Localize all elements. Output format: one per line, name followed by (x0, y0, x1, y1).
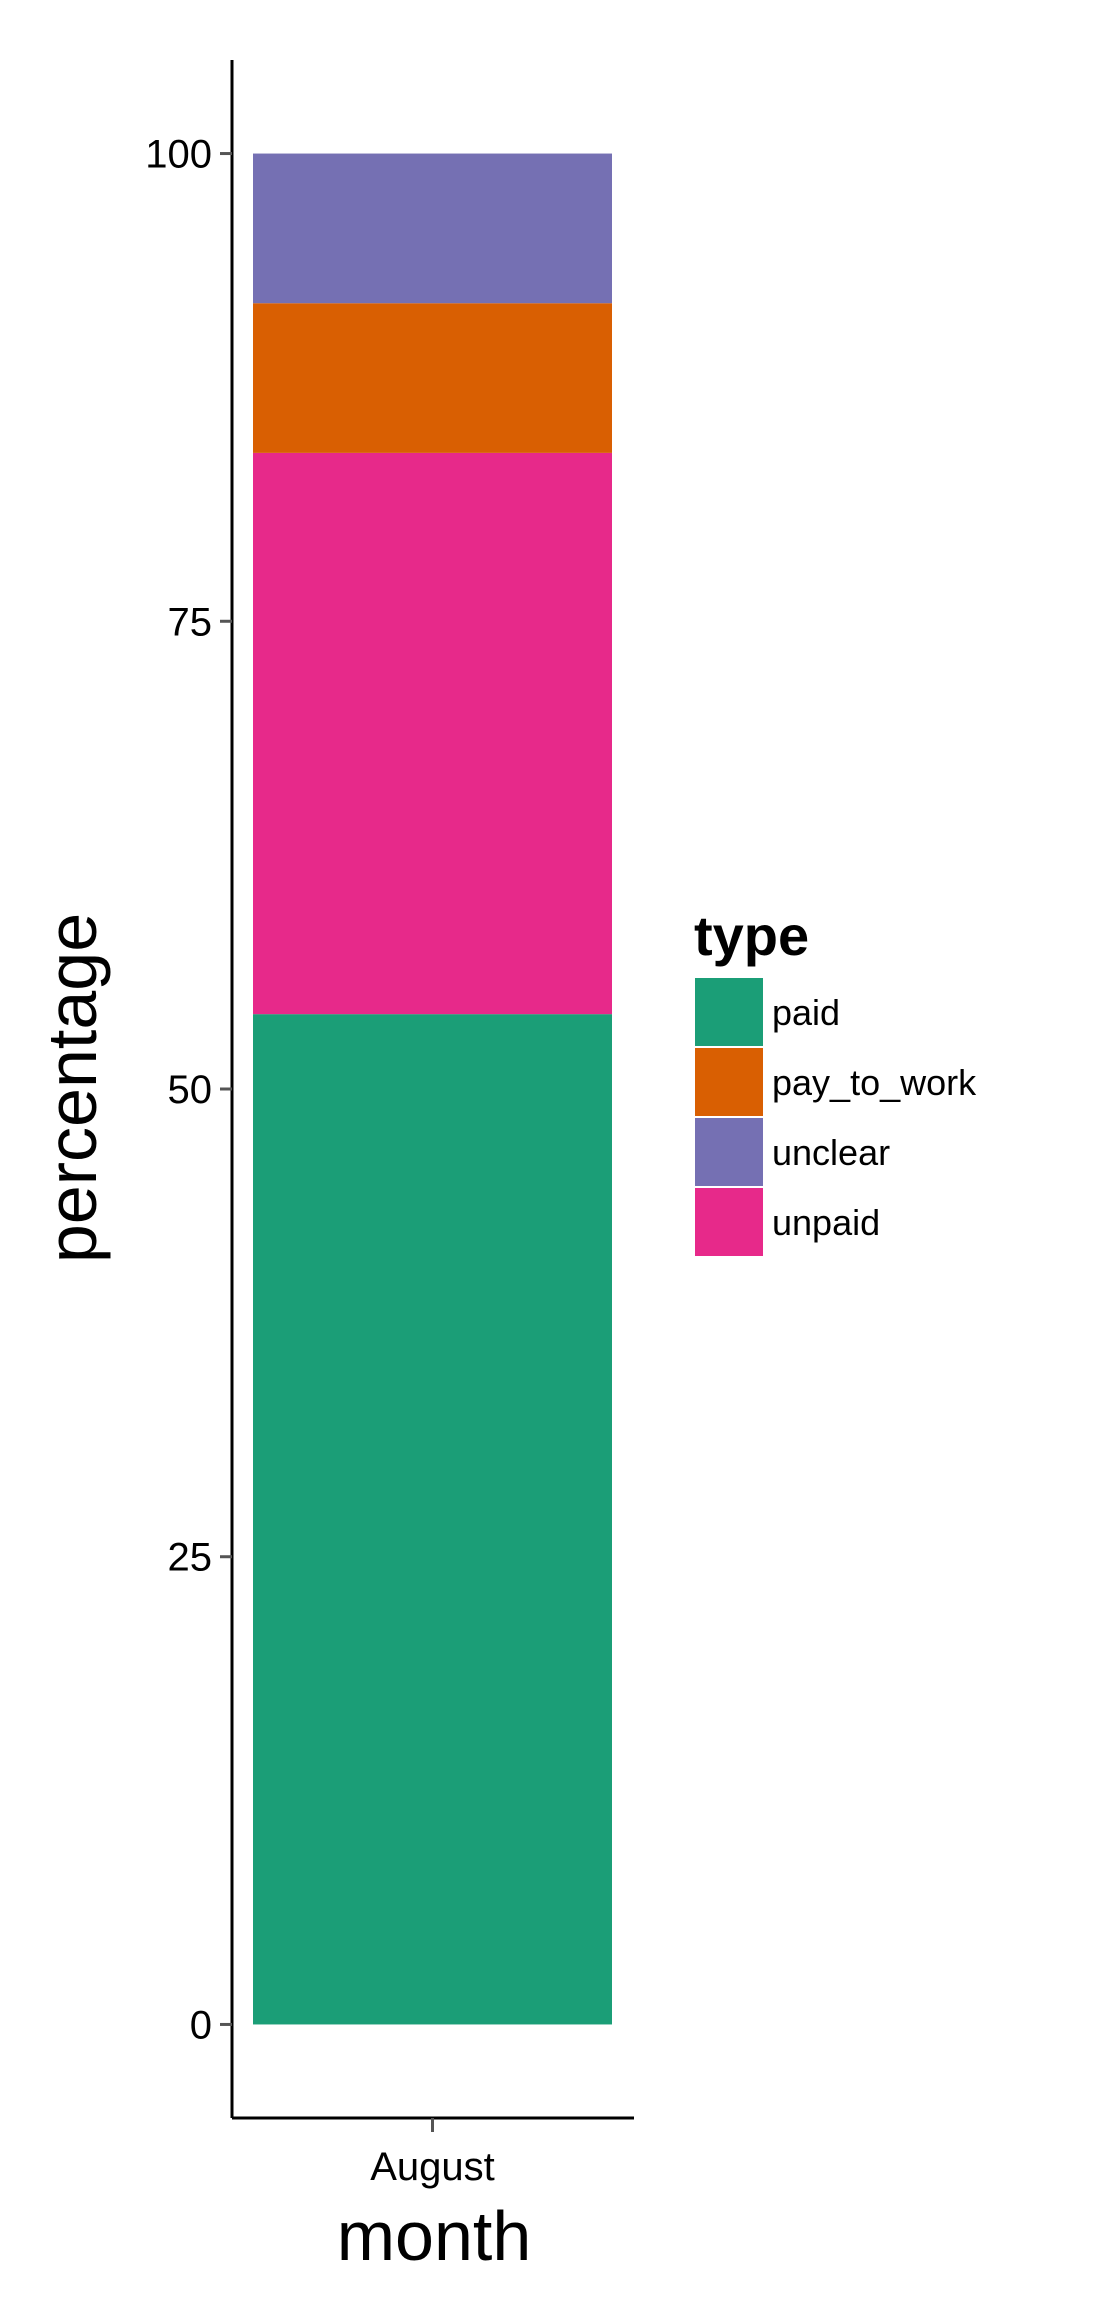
y-tick-label: 100 (145, 133, 212, 177)
y-tick-label: 50 (168, 1068, 213, 1112)
bar-segment-unclear (253, 153, 612, 304)
legend-label-unclear: unclear (772, 1132, 890, 1173)
legend-key-pay-to-work (693, 1046, 765, 1118)
legend-label-unpaid: unpaid (772, 1202, 880, 1243)
y-tick-label: 25 (168, 1536, 213, 1580)
bars-group (253, 153, 612, 2025)
y-axis-title: percentage (33, 913, 111, 1263)
legend-title: type (694, 904, 809, 967)
legend-label-pay-to-work: pay_to_work (772, 1062, 977, 1103)
y-ticks-group: 0 25 50 75 100 (145, 133, 232, 2047)
legend-key-paid (693, 976, 765, 1048)
y-tick-label: 75 (168, 600, 213, 644)
x-axis-title: month (337, 2197, 532, 2275)
legend-label-paid: paid (772, 992, 840, 1033)
bar-segment-pay-to-work (253, 303, 612, 453)
x-ticks-group: August (370, 2118, 495, 2189)
y-tick-label: 0 (190, 2003, 212, 2047)
legend-key-unclear (693, 1116, 765, 1188)
legend-key-unpaid (693, 1186, 765, 1258)
x-tick-label: August (370, 2145, 495, 2189)
bar-segment-paid (253, 1014, 612, 2025)
bar-segment-unpaid (253, 452, 612, 1015)
